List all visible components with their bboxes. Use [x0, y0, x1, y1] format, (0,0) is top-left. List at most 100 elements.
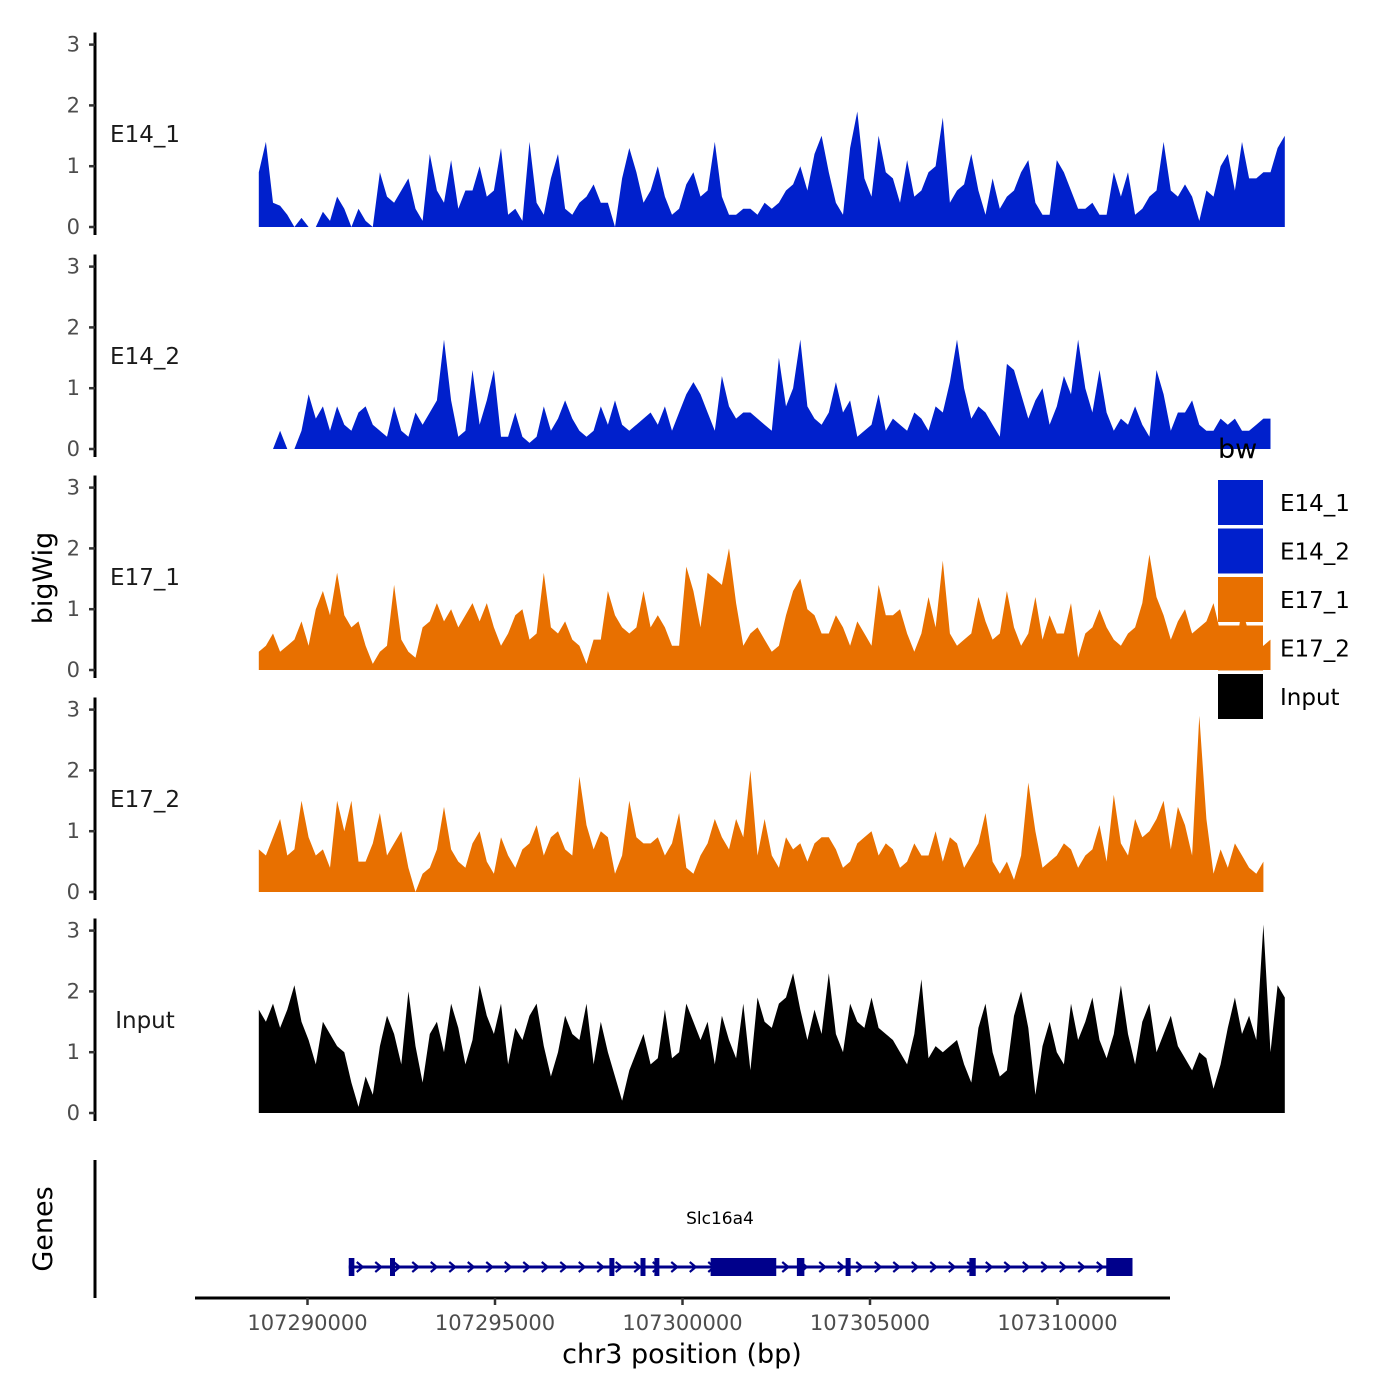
strand-arrow — [948, 1261, 957, 1273]
strand-arrow — [1096, 1261, 1105, 1273]
track-label-E17_2: E17_2 — [110, 787, 180, 813]
y-tick-label-E14_1-3: 3 — [67, 33, 80, 57]
strand-arrow — [689, 1261, 698, 1273]
tracks-layer: 0 1 2 3 E14_1 0 1 2 3 E14_2 0 1 2 3 E17_1 0 1 2 3 E17_2 0 1 2 3… — [67, 32, 1285, 1125]
legend-label-E17_2: E17_2 — [1280, 637, 1350, 663]
strand-arrow — [615, 1261, 624, 1273]
legend-swatch-E14_2 — [1218, 528, 1263, 574]
strand-arrow — [448, 1261, 457, 1273]
legend-swatch-E17_1 — [1218, 577, 1263, 622]
y-tick-label-E14_1-1: 1 — [67, 154, 80, 178]
gene-exon — [348, 1258, 355, 1276]
strand-arrow — [485, 1261, 494, 1273]
strand-arrow — [411, 1261, 420, 1273]
gene-name-label: Slc16a4 — [686, 1209, 754, 1229]
y-tick-label-E14_2-0: 0 — [67, 437, 80, 461]
x-ticks: 107290000 107295000 107300000 107305000 1073… — [247, 1298, 1118, 1335]
strand-arrow — [892, 1261, 901, 1273]
genes-track-label: Genes — [28, 1186, 59, 1271]
track-label-Input: Input — [115, 1008, 175, 1034]
strand-arrow — [874, 1261, 883, 1273]
y-tick-label-E14_2-1: 1 — [67, 376, 80, 400]
strand-arrow — [430, 1261, 439, 1273]
gene-exon — [710, 1258, 777, 1276]
gene-exon — [609, 1258, 615, 1276]
y-tick-label-Input-2: 2 — [67, 979, 80, 1003]
strand-arrow — [985, 1261, 994, 1273]
strand-arrow — [522, 1261, 531, 1273]
gene-exon — [640, 1258, 646, 1276]
strand-arrow — [818, 1261, 827, 1273]
legend-swatch-E17_2 — [1218, 625, 1263, 671]
x-tick-label-107300000: 107300000 — [622, 1311, 742, 1335]
strand-arrow — [929, 1261, 938, 1273]
strand-arrow — [670, 1261, 679, 1273]
y-tick-label-E17_2-3: 3 — [67, 698, 80, 722]
strand-arrow — [559, 1261, 568, 1273]
track-E14_2: 0 1 2 3 E14_2 — [67, 254, 1271, 461]
y-tick-label-E17_2-1: 1 — [67, 819, 80, 843]
y-tick-label-Input-1: 1 — [67, 1040, 80, 1064]
strand-arrow — [781, 1261, 790, 1273]
strand-arrow — [1077, 1261, 1086, 1273]
y-tick-label-E17_2-0: 0 — [67, 880, 80, 904]
y-axis-title: bigWig — [28, 532, 59, 625]
genes-track: Genes Slc16a4 — [28, 1160, 1133, 1298]
signal-area-E17_2 — [258, 715, 1264, 892]
signal-area-E14_2 — [258, 339, 1271, 449]
strand-arrow — [911, 1261, 920, 1273]
strand-arrow — [374, 1261, 383, 1273]
strand-arrow — [837, 1261, 846, 1273]
legend-label-E14_1: E14_1 — [1280, 491, 1350, 517]
legend-title: bw — [1218, 434, 1257, 465]
gene-exon — [390, 1258, 395, 1276]
gene-structure — [348, 1258, 1133, 1276]
track-Input: 0 1 2 3 Input — [67, 918, 1285, 1125]
strand-arrow — [541, 1261, 550, 1273]
gene-exon — [654, 1258, 660, 1276]
strand-arrow — [1040, 1261, 1049, 1273]
x-tick-label-107290000: 107290000 — [247, 1311, 367, 1335]
y-tick-label-Input-3: 3 — [67, 919, 80, 943]
strand-arrow — [855, 1261, 864, 1273]
y-tick-label-E14_2-3: 3 — [67, 255, 80, 279]
track-label-E17_1: E17_1 — [110, 565, 180, 591]
strand-arrow — [1059, 1261, 1068, 1273]
gene-exon — [796, 1258, 805, 1276]
legend-label-E17_1: E17_1 — [1280, 588, 1350, 614]
track-label-E14_2: E14_2 — [110, 344, 180, 370]
strand-arrow — [1022, 1261, 1031, 1273]
strand-arrow — [1003, 1261, 1012, 1273]
y-tick-label-E17_1-0: 0 — [67, 658, 80, 682]
x-tick-label-107305000: 107305000 — [810, 1311, 930, 1335]
gene-exon — [845, 1258, 851, 1276]
signal-area-Input — [258, 924, 1285, 1113]
x-axis: 107290000 107295000 107300000 107305000 1073… — [195, 1296, 1170, 1370]
y-tick-label-E14_1-0: 0 — [67, 215, 80, 239]
gene-exon — [969, 1258, 976, 1276]
signal-area-E14_1 — [258, 111, 1285, 227]
y-tick-label-E17_1-2: 2 — [67, 536, 80, 560]
legend-label-Input: Input — [1280, 685, 1340, 711]
track-label-E14_1: E14_1 — [110, 122, 180, 148]
legend-swatch-Input — [1218, 674, 1263, 719]
strand-arrow — [467, 1261, 476, 1273]
strand-arrow — [393, 1261, 402, 1273]
x-tick-label-107310000: 107310000 — [997, 1311, 1117, 1335]
y-tick-label-E14_2-2: 2 — [67, 315, 80, 339]
y-tick-label-Input-0: 0 — [67, 1101, 80, 1125]
gene-exon — [1106, 1258, 1133, 1276]
strand-arrow — [578, 1261, 587, 1273]
track-E14_1: 0 1 2 3 E14_1 — [67, 32, 1285, 239]
legend: bw E14_1 E14_2 E17_1 E17_2 Input — [1218, 434, 1350, 719]
strand-arrow — [596, 1261, 605, 1273]
track-E17_1: 0 1 2 3 E17_1 — [67, 475, 1271, 682]
y-tick-label-E17_1-1: 1 — [67, 597, 80, 621]
x-tick-label-107295000: 107295000 — [435, 1311, 555, 1335]
track-E17_2: 0 1 2 3 E17_2 — [67, 697, 1264, 904]
strand-arrow — [356, 1261, 365, 1273]
legend-swatch-E14_1 — [1218, 480, 1263, 525]
strand-arrow — [504, 1261, 513, 1273]
x-axis-title: chr3 position (bp) — [562, 1339, 802, 1370]
